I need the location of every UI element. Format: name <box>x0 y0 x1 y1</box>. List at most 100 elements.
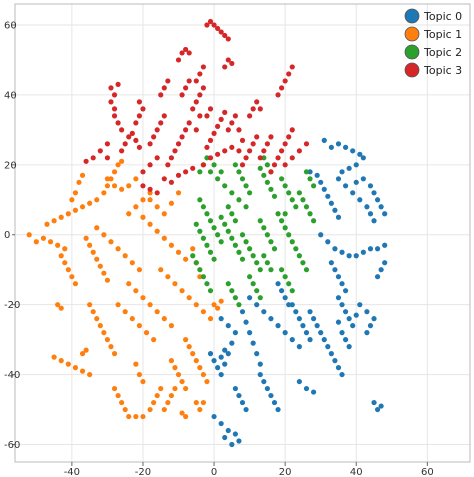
point-2-73 <box>303 267 310 273</box>
point-2-72 <box>300 260 306 266</box>
point-0-32 <box>318 232 324 238</box>
point-0-26 <box>318 179 324 185</box>
point-1-21 <box>69 274 75 280</box>
point-3-97 <box>193 78 199 84</box>
point-3-98 <box>197 71 203 77</box>
point-0-29 <box>328 200 334 206</box>
point-1-120 <box>58 358 64 364</box>
point-2-62 <box>257 218 263 224</box>
point-0-8 <box>346 165 352 171</box>
point-0-101 <box>275 406 281 413</box>
point-3-29 <box>168 155 175 161</box>
point-1-62 <box>140 295 146 301</box>
point-3-67 <box>250 141 256 147</box>
point-2-22 <box>286 190 292 196</box>
point-1-139 <box>55 302 61 308</box>
point-1-105 <box>140 413 146 420</box>
point-0-21 <box>374 197 381 203</box>
point-3-121 <box>236 148 242 154</box>
point-2-54 <box>204 281 210 287</box>
point-2-10 <box>243 183 249 189</box>
point-1-18 <box>58 253 64 259</box>
point-1-112 <box>168 392 175 399</box>
point-3-104 <box>183 85 189 91</box>
point-1-96 <box>175 371 182 378</box>
point-3-41 <box>147 162 153 168</box>
point-2-88 <box>211 162 217 168</box>
point-1-53 <box>111 351 118 357</box>
plot-points <box>26 18 388 448</box>
point-1-4 <box>72 207 79 213</box>
point-2-31 <box>200 204 206 210</box>
point-1-16 <box>55 242 61 248</box>
point-1-140 <box>58 305 64 311</box>
point-0-117 <box>239 399 246 406</box>
point-1-128 <box>136 371 143 378</box>
point-1-70 <box>179 288 185 294</box>
point-1-7 <box>94 197 100 203</box>
point-2-5 <box>236 197 242 203</box>
point-3-46 <box>200 85 206 91</box>
point-1-81 <box>183 256 189 262</box>
point-2-92 <box>232 218 238 224</box>
x-tick-label-3: 20 <box>279 467 292 477</box>
point-2-99 <box>303 169 310 175</box>
point-0-99 <box>268 392 274 399</box>
point-3-10 <box>90 155 96 161</box>
point-2-23 <box>289 197 295 203</box>
point-0-42 <box>328 260 334 266</box>
point-0-55 <box>310 316 317 322</box>
point-2-61 <box>257 267 263 273</box>
legend-marker-3 <box>404 62 420 78</box>
point-1-82 <box>147 197 153 203</box>
point-3-87 <box>303 141 310 147</box>
point-1-65 <box>161 316 167 322</box>
point-0-30 <box>332 207 338 213</box>
point-0-85 <box>225 323 231 329</box>
point-3-90 <box>282 78 288 84</box>
point-0-60 <box>328 351 334 357</box>
point-2-50 <box>190 253 196 259</box>
point-0-65 <box>293 309 299 315</box>
point-0-132 <box>378 267 384 273</box>
point-2-100 <box>307 176 313 182</box>
point-3-77 <box>268 169 274 175</box>
point-2-11 <box>247 190 253 196</box>
point-2-15 <box>268 186 274 192</box>
point-1-114 <box>193 399 199 406</box>
point-0-82 <box>254 351 260 357</box>
point-1-42 <box>111 183 118 189</box>
legend-label-3: Topic 3 <box>423 64 462 77</box>
point-0-33 <box>325 239 331 245</box>
point-3-37 <box>175 172 182 178</box>
point-2-14 <box>264 179 270 185</box>
point-2-64 <box>264 232 270 238</box>
point-1-141 <box>190 246 196 252</box>
point-2-59 <box>250 253 256 259</box>
point-0-112 <box>296 378 302 385</box>
point-0-56 <box>314 323 320 329</box>
point-0-100 <box>271 399 278 406</box>
point-3-26 <box>158 120 164 126</box>
point-0-58 <box>321 337 327 343</box>
point-2-40 <box>229 235 235 241</box>
point-2-94 <box>279 218 285 224</box>
point-3-61 <box>229 120 235 126</box>
point-3-88 <box>275 92 281 98</box>
point-0-46 <box>342 288 349 294</box>
point-3-108 <box>211 22 217 28</box>
point-3-3 <box>111 106 118 112</box>
point-3-30 <box>172 148 178 154</box>
point-2-6 <box>243 204 249 210</box>
point-0-106 <box>236 438 242 444</box>
point-2-81 <box>257 295 263 301</box>
point-1-6 <box>87 200 93 206</box>
point-1-124 <box>87 371 93 378</box>
point-1-35 <box>101 232 107 238</box>
point-0-121 <box>342 337 349 343</box>
point-0-36 <box>346 253 352 259</box>
point-2-46 <box>200 235 206 241</box>
point-1-91 <box>197 365 203 371</box>
point-3-115 <box>165 78 171 84</box>
